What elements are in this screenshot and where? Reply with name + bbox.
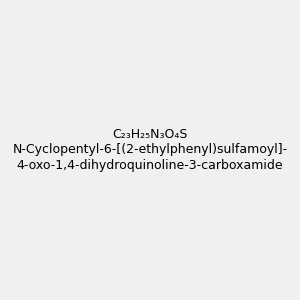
Text: C₂₃H₂₅N₃O₄S
N-Cyclopentyl-6-[(2-ethylphenyl)sulfamoyl]-
4-oxo-1,4-dihydroquinoli: C₂₃H₂₅N₃O₄S N-Cyclopentyl-6-[(2-ethylphe… [12, 128, 288, 172]
